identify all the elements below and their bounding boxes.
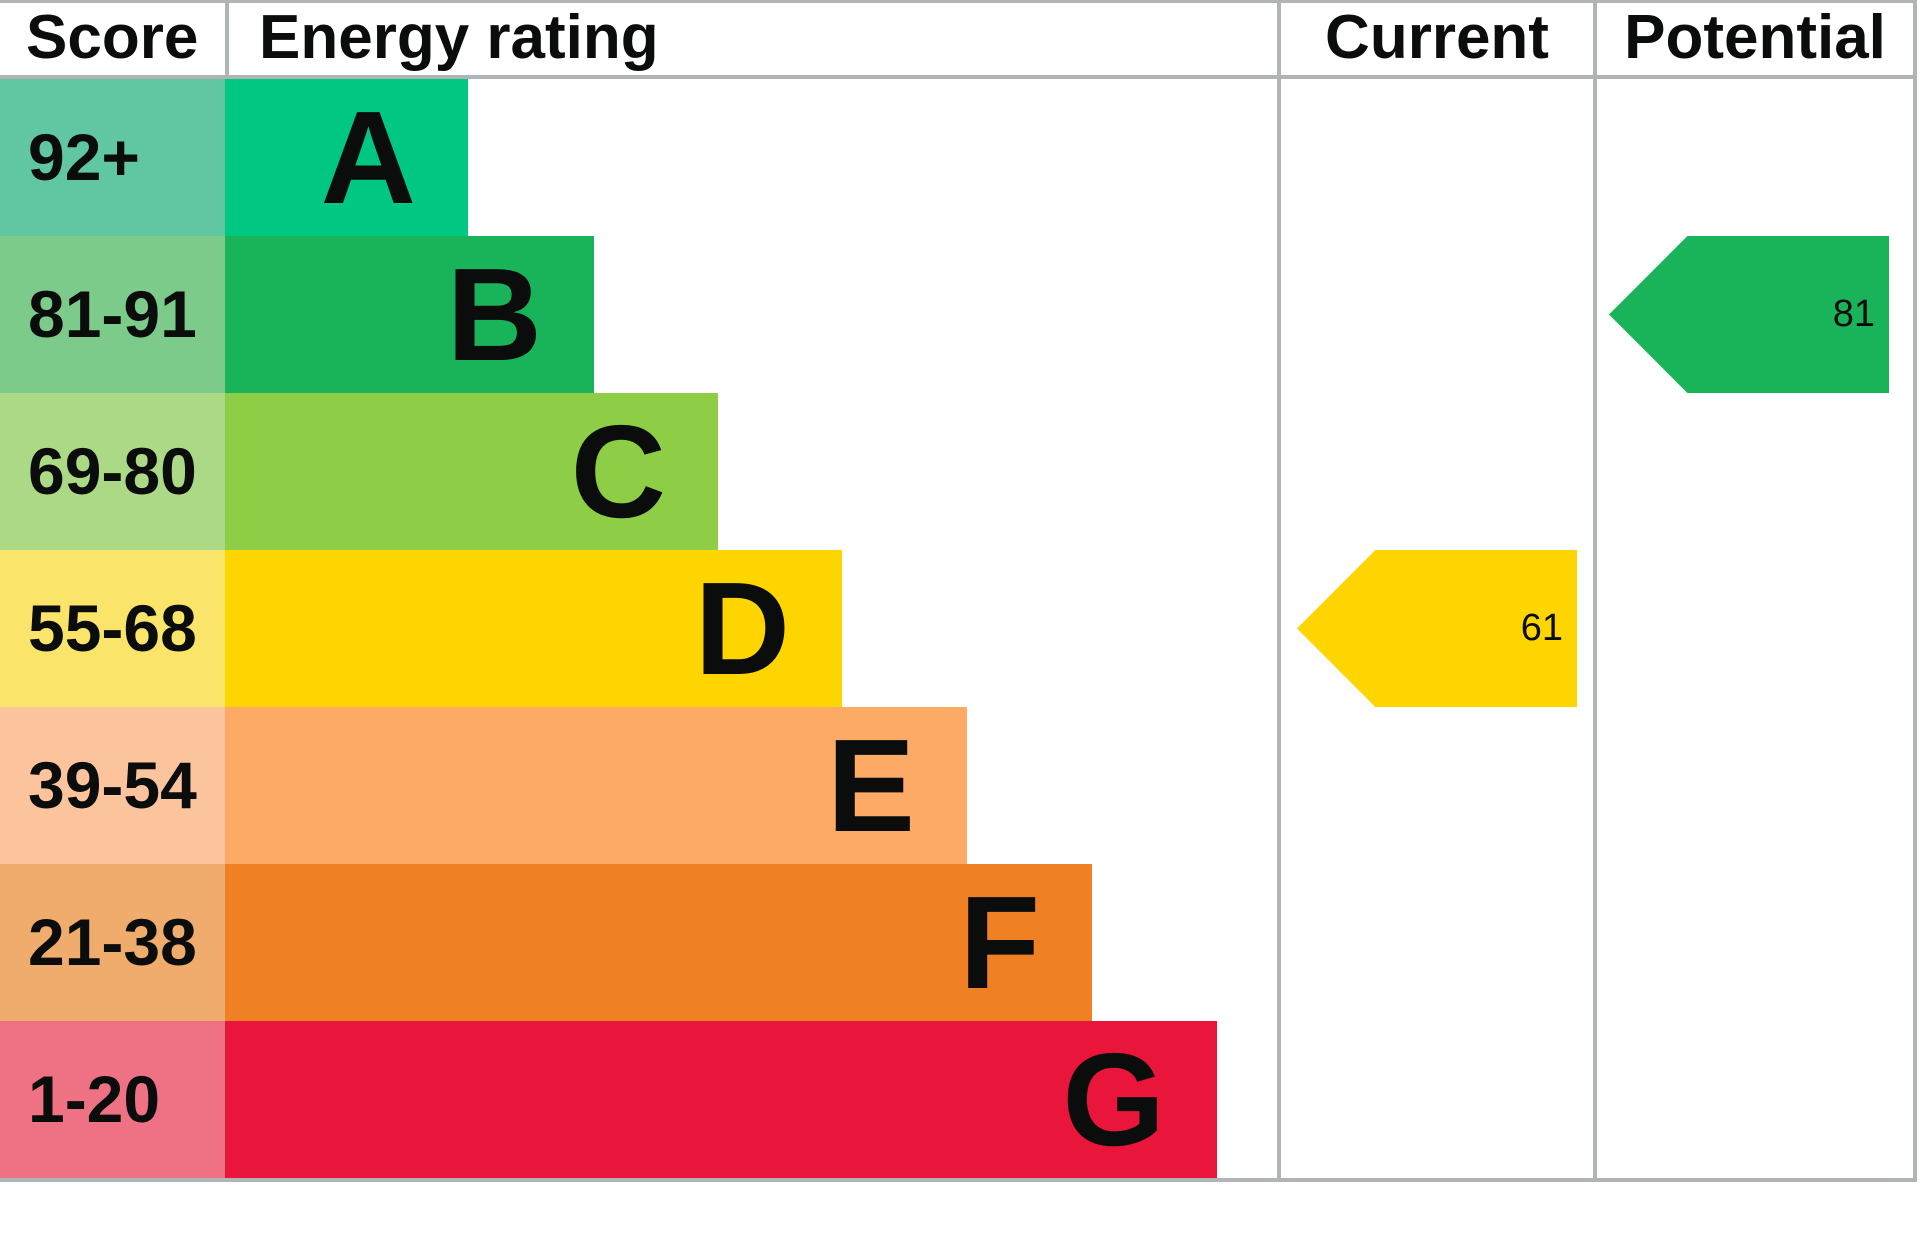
band-bar: E — [225, 707, 967, 864]
current-header: Current — [1277, 3, 1593, 79]
band-rows: 92+ A 81-91 B 69-80 C 55-68 D 39-54 E — [0, 79, 1277, 1178]
epc-table: Score Energy rating Current Potential 92… — [0, 0, 1917, 1182]
score-header: Score — [0, 3, 225, 79]
band-score-cell: 81-91 — [0, 236, 225, 393]
header-row: Score Energy rating Current Potential — [0, 3, 1913, 79]
band-row: 21-38 F — [0, 864, 1277, 1021]
band-bar: F — [225, 864, 1092, 1021]
band-bar: D — [225, 550, 842, 707]
energy-rating-header: Energy rating — [225, 3, 1277, 79]
band-score-cell: 39-54 — [0, 707, 225, 864]
band-row: 92+ A — [0, 79, 1277, 236]
band-bar: A — [225, 79, 468, 236]
band-row: 69-80 C — [0, 393, 1277, 550]
band-row: 39-54 E — [0, 707, 1277, 864]
band-score-cell: 92+ — [0, 79, 225, 236]
potential-value: 81 — [1832, 293, 1875, 335]
band-score-cell: 69-80 — [0, 393, 225, 550]
band-score-cell: 21-38 — [0, 864, 225, 1021]
potential-arrow: 81 — [1609, 236, 1889, 393]
potential-header: Potential — [1593, 3, 1913, 79]
band-bar: G — [225, 1021, 1217, 1178]
current-column: 61 — [1277, 79, 1593, 1178]
band-row: 1-20 G — [0, 1021, 1277, 1178]
band-bar: B — [225, 236, 594, 393]
band-score-cell: 1-20 — [0, 1021, 225, 1178]
current-value: 61 — [1520, 607, 1563, 649]
chart-body: 92+ A 81-91 B 69-80 C 55-68 D 39-54 E — [0, 79, 1913, 1178]
potential-column: 81 — [1593, 79, 1913, 1178]
band-row: 81-91 B — [0, 236, 1277, 393]
band-row: 55-68 D — [0, 550, 1277, 707]
band-score-cell: 55-68 — [0, 550, 225, 707]
band-bar: C — [225, 393, 718, 550]
current-arrow: 61 — [1297, 550, 1577, 707]
